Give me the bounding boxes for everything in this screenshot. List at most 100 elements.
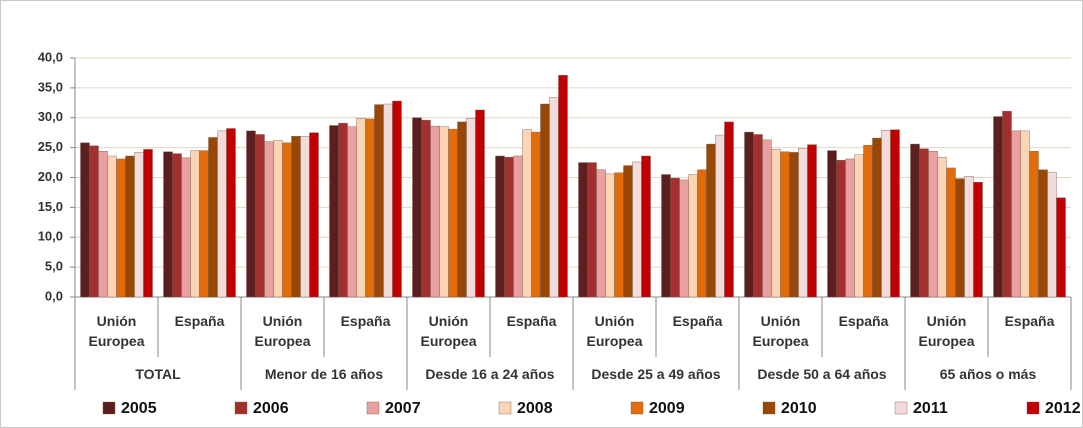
bar (919, 148, 929, 298)
bar (614, 172, 624, 298)
bar (973, 182, 983, 298)
bar (1020, 130, 1030, 298)
bar (863, 145, 873, 298)
bar (421, 119, 431, 298)
x-tick-label: Unión Europea (586, 313, 643, 349)
bar (374, 104, 384, 298)
group-label: Desde 50 a 64 años (757, 366, 887, 382)
bar (753, 134, 763, 298)
bar (163, 151, 173, 298)
bar (771, 149, 781, 298)
bar (946, 167, 956, 298)
bar (181, 157, 191, 298)
group-label: Menor de 16 años (264, 366, 384, 382)
bar (309, 132, 319, 298)
bar (632, 161, 642, 298)
legend-label: 2008 (517, 400, 553, 417)
bar (1002, 110, 1012, 298)
bar (338, 122, 348, 298)
legend-label: 2010 (781, 400, 817, 417)
bar (143, 149, 153, 298)
bar (679, 179, 689, 298)
bar (744, 131, 754, 298)
bar (264, 141, 274, 298)
legend-label: 2006 (253, 400, 289, 417)
bar (356, 118, 366, 298)
group-label: TOTAL (135, 366, 181, 382)
legend-label: 2005 (121, 400, 157, 417)
bar (1038, 169, 1048, 298)
bar (412, 117, 422, 298)
x-tick-label: España (672, 313, 723, 329)
bar (827, 150, 837, 298)
bar (854, 154, 864, 298)
bar (836, 159, 846, 298)
bar (872, 137, 882, 298)
bar (910, 143, 920, 298)
y-tick-label: 40,0 (38, 49, 63, 64)
y-tick-label: 35,0 (38, 79, 63, 94)
group-label: 65 años o más (939, 366, 1037, 382)
x-tick-label: Unión Europea (918, 313, 975, 349)
legend-swatch (234, 401, 248, 415)
bar (762, 139, 772, 298)
bar (392, 100, 402, 298)
bar (329, 125, 339, 298)
y-tick-label: 25,0 (38, 139, 63, 154)
bar (347, 126, 357, 298)
bar (670, 177, 680, 298)
bar (993, 116, 1003, 298)
bar (937, 156, 947, 298)
bar (383, 103, 393, 298)
bar (134, 152, 144, 298)
x-tick-label: España (174, 313, 225, 329)
bar (504, 156, 514, 298)
bar (928, 151, 938, 298)
bar (282, 142, 292, 298)
legend-label: 2007 (385, 400, 421, 417)
bar (217, 130, 227, 298)
bar (807, 144, 817, 298)
bar (116, 158, 126, 298)
legend-label: 2009 (649, 400, 685, 417)
legend-swatch (102, 401, 116, 415)
bar (365, 118, 375, 298)
bar (596, 169, 606, 298)
bar (623, 165, 633, 298)
bar (475, 109, 485, 298)
bar (697, 169, 707, 298)
bar (641, 155, 651, 298)
bar (226, 128, 236, 298)
legend-label: 2011 (913, 400, 948, 417)
bar (890, 129, 900, 298)
bar (513, 155, 523, 298)
bar (107, 155, 117, 298)
bar (246, 130, 256, 298)
legend-swatch (498, 401, 512, 415)
bar (1047, 171, 1057, 298)
x-tick-label: Unión Europea (752, 313, 809, 349)
group-label: Desde 25 a 49 años (591, 366, 721, 382)
x-tick-label: España (340, 313, 391, 329)
bar (881, 130, 891, 298)
bar (172, 153, 182, 298)
y-tick-label: 0,0 (45, 288, 63, 303)
bar (273, 140, 283, 298)
bar (208, 137, 218, 298)
y-tick-label: 10,0 (38, 229, 63, 244)
bar (578, 162, 588, 298)
bar (964, 176, 974, 298)
legend-swatch (1026, 401, 1040, 415)
x-tick-label: España (838, 313, 889, 329)
bar (1056, 197, 1066, 298)
bar (495, 155, 505, 298)
x-tick-label: Unión Europea (88, 313, 145, 349)
bar (706, 143, 716, 298)
bar (558, 75, 568, 298)
bar (255, 134, 265, 298)
legend-label: 2012 (1045, 400, 1081, 417)
bar (845, 158, 855, 298)
y-tick-label: 5,0 (45, 259, 63, 274)
bar (661, 174, 671, 298)
